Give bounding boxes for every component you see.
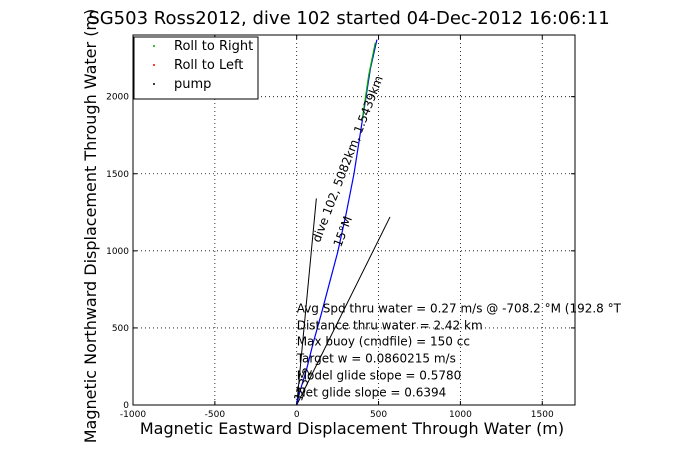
annotation-label: Net glide slope = 0.6394: [297, 386, 447, 400]
reference-line: [296, 216, 391, 406]
annotation-label: 15°M: [331, 214, 355, 249]
legend-entry: Roll to Left: [174, 58, 243, 73]
x-tick-label: 1000: [449, 410, 472, 420]
axis-ticks: -1000 -500 0 500 1000 1500 0 500 1000 1500 2000: [106, 35, 575, 420]
annotation-label: Target w = 0.0860215 m/s: [296, 352, 456, 366]
x-axis-label: Magnetic Eastward Displacement Through W…: [140, 419, 564, 438]
annotation-label: Model glide slope = 0.5780: [297, 369, 462, 383]
y-tick-label: 500: [112, 324, 129, 334]
x-tick-label: -1000: [120, 410, 146, 420]
legend: Roll to Right Roll to Left pump: [133, 36, 259, 100]
y-tick-label: 2000: [106, 93, 129, 103]
reference-line: [296, 198, 317, 406]
annotation-label: Avg Spd thru water = 0.27 m/s @ -708.2 °…: [297, 302, 622, 316]
y-axis-label: Magnetic Northward Displacement Through …: [81, 9, 100, 444]
legend-marker: [153, 83, 155, 85]
plot-frame: [132, 34, 576, 406]
series-line: [361, 42, 376, 120]
x-tick-label: 0: [294, 410, 300, 420]
x-tick-label: 500: [370, 410, 387, 420]
y-tick-label: 1000: [106, 247, 129, 257]
annotation-label: Distance thru water = 2.42 km: [297, 318, 483, 332]
y-tick-label: 1500: [106, 170, 129, 180]
plot-lines: [296, 39, 391, 406]
x-tick-label: -500: [205, 410, 226, 420]
y-tick-label: 0: [123, 401, 129, 411]
x-tick-label: 1500: [531, 410, 554, 420]
legend-entry: Roll to Right: [174, 39, 253, 54]
legend-marker: [153, 45, 155, 47]
legend-marker: [153, 64, 155, 66]
chart-title: SG503 Ross2012, dive 102 started 04-Dec-…: [88, 8, 609, 29]
legend-box: [133, 36, 259, 100]
annotation-label: Max buoy (cmdfile) = 150 cc: [297, 335, 470, 349]
legend-entry: pump: [174, 77, 211, 92]
